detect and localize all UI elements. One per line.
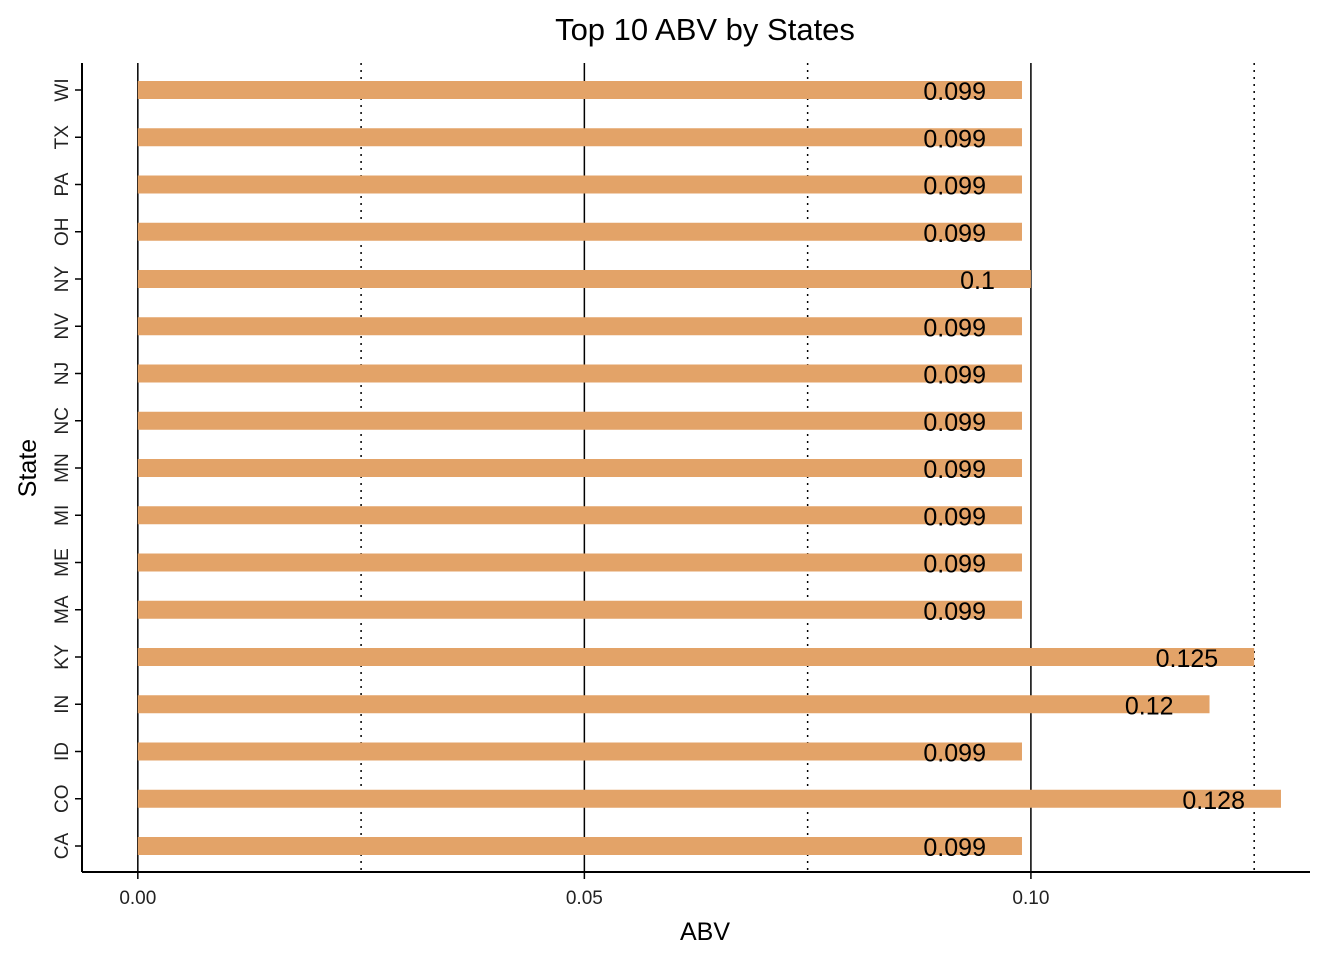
y-tick-label: OH <box>52 218 73 247</box>
y-tick-label: TX <box>52 125 73 150</box>
bar-value-label: 0.12 <box>1125 692 1174 720</box>
bar-value-label: 0.099 <box>923 740 986 768</box>
y-tick-label: MN <box>52 453 73 483</box>
bars <box>137 81 1281 855</box>
y-tick-label: MI <box>52 505 73 526</box>
bar-value-label: 0.099 <box>923 834 986 862</box>
bar-value-label: 0.099 <box>923 78 986 106</box>
bar <box>137 270 1031 288</box>
y-tick-label: ME <box>52 548 73 577</box>
y-tick-label: PA <box>52 172 73 196</box>
bar <box>137 411 1022 430</box>
bar-value-label: 0.099 <box>923 314 986 342</box>
bar-value-label: 0.099 <box>923 409 986 437</box>
bar-value-label: 0.1 <box>960 267 995 295</box>
bar-value-label: 0.128 <box>1182 787 1245 815</box>
bar-value-label: 0.099 <box>923 456 986 484</box>
y-tick-label: NY <box>52 265 73 292</box>
x-axis-title: ABV <box>680 918 730 946</box>
bar <box>137 742 1022 761</box>
bar <box>137 789 1281 808</box>
y-axis-title: State <box>14 439 42 497</box>
bar <box>137 600 1022 619</box>
bar <box>137 317 1022 336</box>
y-tick-label: NC <box>52 407 73 434</box>
y-tick-label: NJ <box>52 362 73 385</box>
x-tick-label: 0.05 <box>566 888 603 909</box>
bar <box>137 128 1022 147</box>
bar <box>137 553 1022 572</box>
bar <box>137 175 1022 194</box>
x-tick-label: 0.10 <box>1012 888 1049 909</box>
bar <box>137 459 1022 477</box>
bar-value-label: 0.099 <box>923 551 986 579</box>
y-tick-label: ID <box>52 742 73 761</box>
bar-value-label: 0.099 <box>923 173 986 201</box>
bar <box>137 648 1255 666</box>
chart-title: Top 10 ABV by States <box>555 12 855 47</box>
y-tick-label: IN <box>52 695 73 714</box>
bar-value-label: 0.099 <box>923 503 986 531</box>
y-tick-label: CA <box>52 832 73 859</box>
bar <box>137 837 1022 855</box>
bar-value-label: 0.099 <box>923 125 986 153</box>
y-tick-label: MA <box>52 595 73 624</box>
y-tick-label: WI <box>52 78 73 101</box>
y-tick-label: CO <box>52 785 73 814</box>
axes: CA CO ID IN KY MA ME MI MN NC NJ NV NY OH PA TX WI 0.00 0.… <box>52 63 1310 909</box>
bar <box>137 364 1022 383</box>
bar <box>137 695 1210 714</box>
bar <box>137 81 1022 99</box>
bar-value-label: 0.099 <box>923 362 986 390</box>
bar-value-label: 0.125 <box>1156 645 1219 673</box>
y-tick-label: NV <box>52 313 73 340</box>
bar <box>137 222 1022 241</box>
y-tick-label: KY <box>52 644 73 670</box>
bar-value-label: 0.099 <box>923 598 986 626</box>
x-tick-label: 0.00 <box>119 888 156 909</box>
bar-value-label: 0.099 <box>923 220 986 248</box>
bar <box>137 506 1022 525</box>
data-labels: 0.099 0.128 0.099 0.12 0.125 0.099 0.099 0.099 0… <box>923 78 1245 862</box>
